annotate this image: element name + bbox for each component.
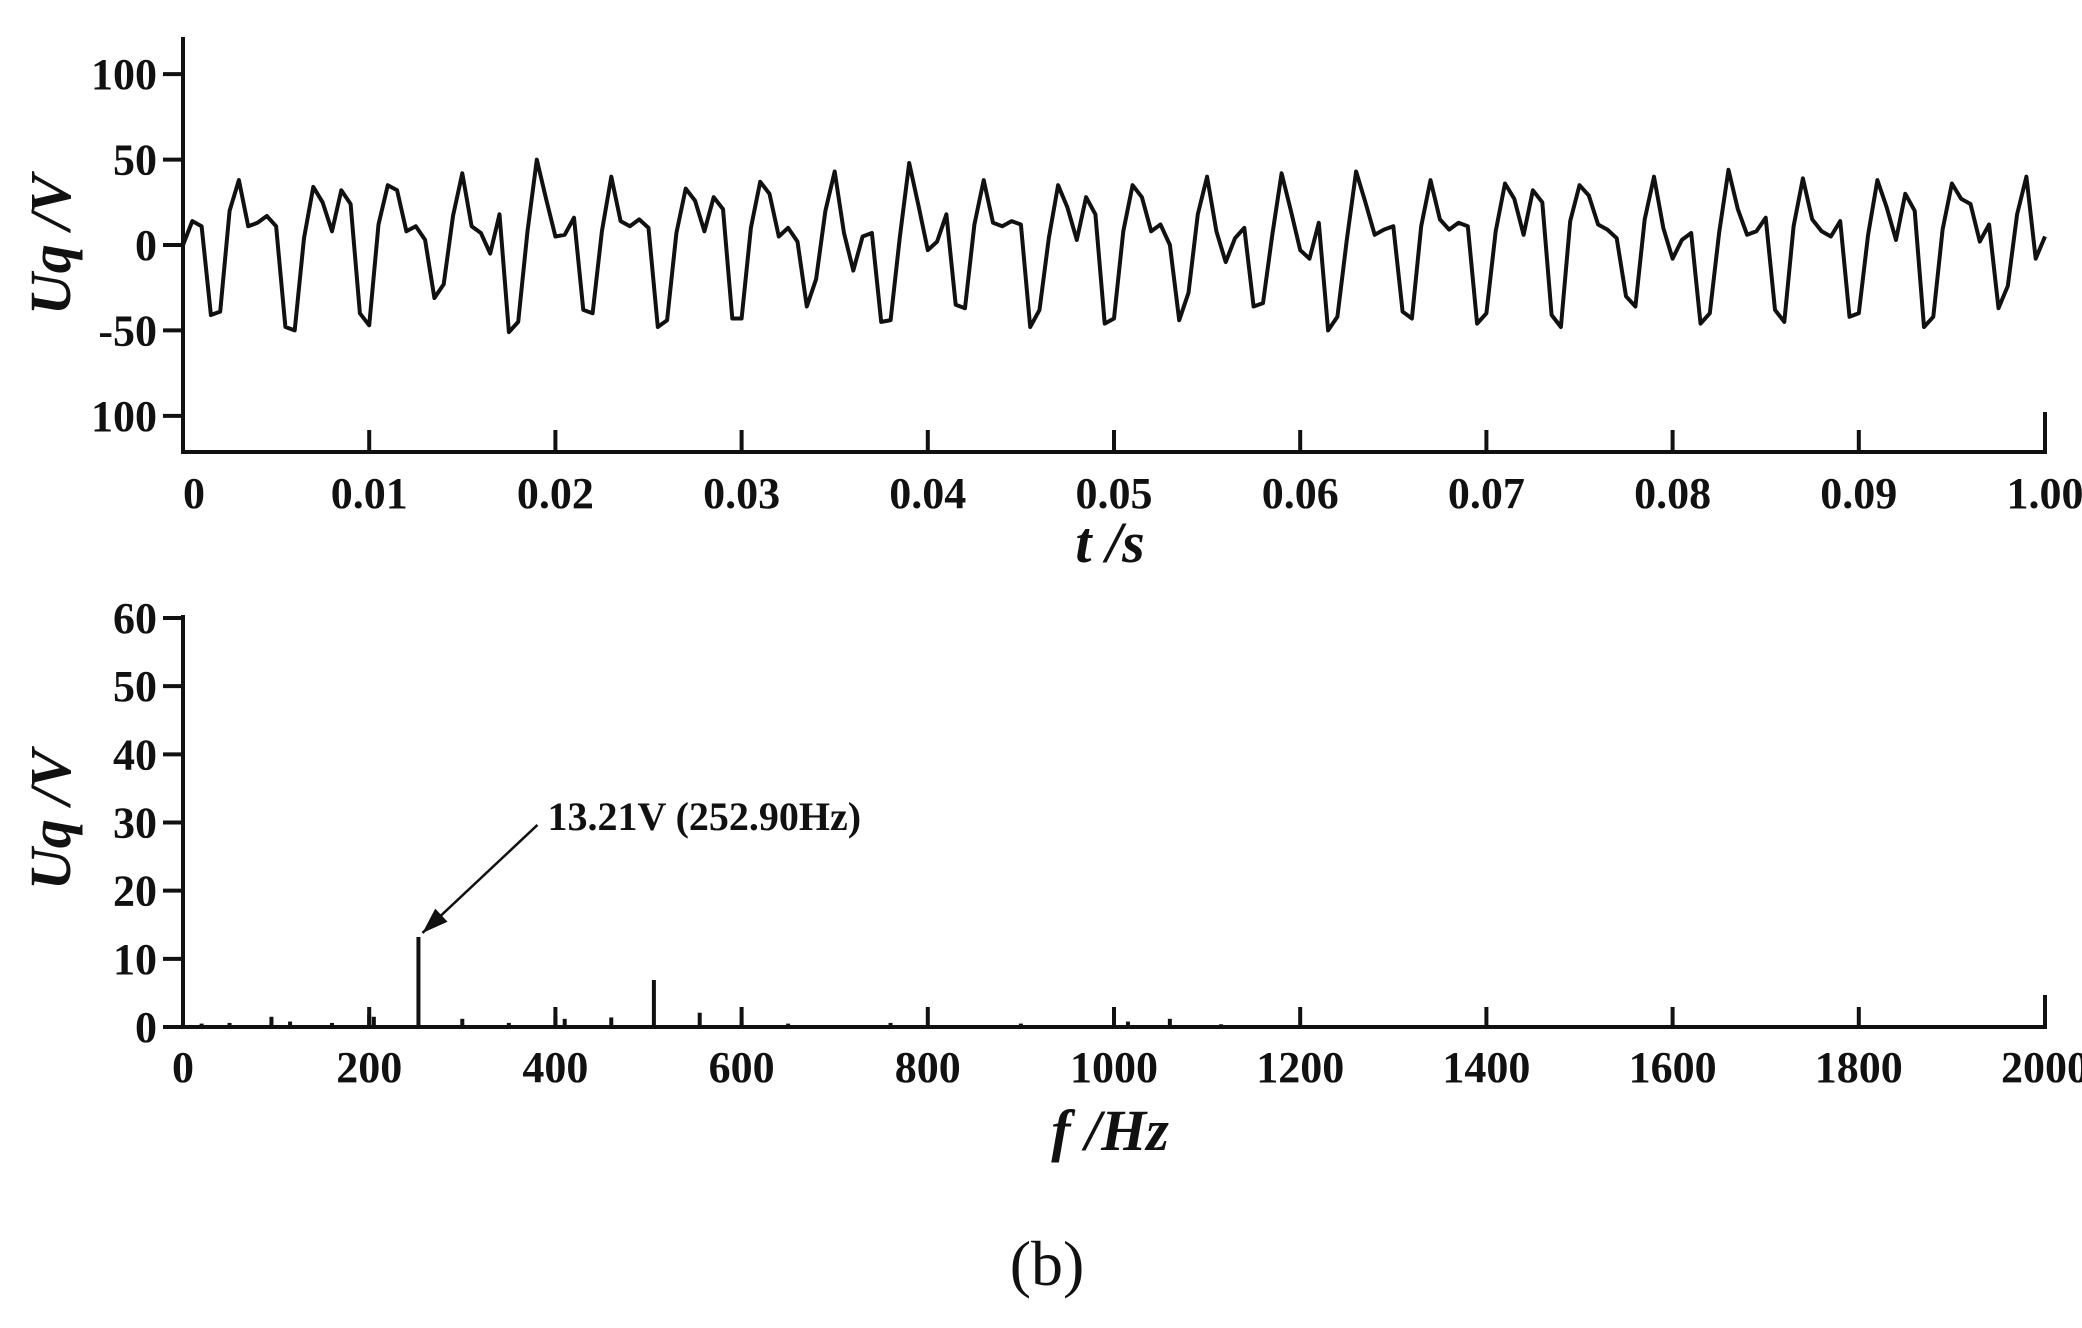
top-x-tick-label: 0 [183, 469, 205, 518]
spectrum-bars [202, 937, 1221, 1027]
top-x-tick-label: 0.08 [1634, 469, 1711, 518]
bottom-x-axis-label: f /Hz [1051, 1098, 1169, 1163]
top-x-axis-label: t /s [1075, 510, 1144, 575]
bottom-x-tick-label: 2000 [2001, 1043, 2082, 1092]
bottom-y-tick-label: 0 [135, 1003, 157, 1052]
bottom-x-tick-label: 1600 [1629, 1043, 1717, 1092]
bottom-y-tick-label: 60 [113, 594, 157, 643]
bottom-y-tick-label: 30 [113, 799, 157, 848]
bottom-x-tick-label: 1400 [1442, 1043, 1530, 1092]
bottom-y-tick-label: 10 [113, 935, 157, 984]
top-y-tick-label: 50 [113, 136, 157, 185]
frequency-spectrum-panel: 0 10 20 30 40 50 60 0 200 400 600 800 1000 1200 1400 1… [18, 594, 2082, 1163]
top-x-tick-label: 0.07 [1448, 469, 1525, 518]
bottom-x-tick-label: 1000 [1070, 1043, 1158, 1092]
bottom-y-axis-label: Uq /V [18, 746, 83, 891]
bottom-y-ticks: 0 10 20 30 40 50 60 [113, 594, 183, 1052]
top-y-tick-label: 100 [91, 392, 157, 441]
bottom-x-tick-label: 1200 [1256, 1043, 1344, 1092]
voltage-time-series-line [183, 160, 2045, 333]
bottom-y-tick-label: 40 [113, 730, 157, 779]
top-x-tick-label: 0.01 [331, 469, 408, 518]
bottom-x-tick-label: 200 [336, 1043, 402, 1092]
bottom-y-tick-label: 50 [113, 662, 157, 711]
top-y-axis-label: Uq /V [18, 171, 83, 316]
top-y-ticks: 100 -50 0 50 100 [91, 50, 183, 441]
bottom-x-tick-label: 400 [522, 1043, 588, 1092]
top-x-tick-label: 0.06 [1262, 469, 1339, 518]
top-axis-frame [183, 37, 2045, 452]
bottom-axis-frame [183, 615, 2045, 1027]
top-y-tick-label: 100 [91, 50, 157, 99]
bottom-x-tick-label: 0 [172, 1043, 194, 1092]
top-x-tick-label: 0.03 [703, 469, 780, 518]
bottom-y-tick-label: 20 [113, 867, 157, 916]
annotation-text: 13.21V (252.90Hz) [547, 794, 861, 839]
bottom-x-tick-label: 600 [709, 1043, 775, 1092]
peak-annotation: 13.21V (252.90Hz) [422, 794, 861, 933]
bottom-x-tick-label: 1800 [1815, 1043, 1903, 1092]
bottom-x-tick-label: 800 [895, 1043, 961, 1092]
top-y-tick-label: 0 [135, 221, 157, 270]
top-x-tick-label: 0.09 [1820, 469, 1897, 518]
panel-label: (b) [1010, 1228, 1085, 1299]
bottom-x-ticks: 0 200 400 600 800 1000 1200 1400 1600 1800 2000 [172, 1007, 2082, 1092]
top-y-tick-label: -50 [98, 306, 157, 355]
top-x-tick-label: 0.02 [517, 469, 594, 518]
top-x-tick-label: 0.04 [889, 469, 966, 518]
top-x-tick-label: 1.00 [2007, 469, 2082, 518]
